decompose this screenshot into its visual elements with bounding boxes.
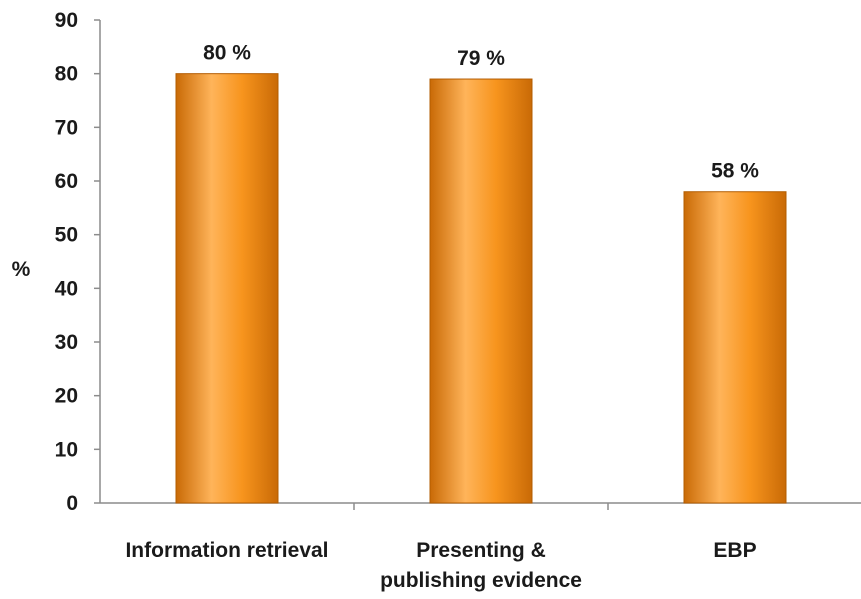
y-tick-label: 10 bbox=[55, 438, 78, 461]
y-axis-title: % bbox=[12, 258, 31, 281]
y-tick-label: 0 bbox=[66, 492, 78, 515]
bar bbox=[683, 191, 787, 504]
data-label: 58 % bbox=[711, 160, 759, 183]
x-category-label: Presenting & bbox=[416, 539, 546, 562]
x-category-label: Information retrieval bbox=[125, 539, 328, 562]
labels: 0 10 20 30 40 50 60 70 80 90 80 % Information retri… bbox=[55, 9, 760, 592]
y-tick-label: 40 bbox=[55, 277, 78, 300]
y-tick-label: 80 bbox=[55, 63, 78, 86]
y-tick-label: 30 bbox=[55, 331, 78, 354]
x-category-label: publishing evidence bbox=[380, 569, 582, 592]
y-tick-label: 50 bbox=[55, 224, 78, 247]
bar bbox=[429, 78, 533, 504]
y-tick-label: 70 bbox=[55, 116, 78, 139]
data-label: 80 % bbox=[203, 42, 251, 65]
y-tick-label: 90 bbox=[55, 9, 78, 32]
bars bbox=[175, 73, 787, 504]
data-label: 79 % bbox=[457, 47, 505, 70]
y-tick-label: 60 bbox=[55, 170, 78, 193]
y-tick-label: 20 bbox=[55, 385, 78, 408]
x-category-label: EBP bbox=[713, 539, 756, 562]
bar bbox=[175, 73, 279, 504]
